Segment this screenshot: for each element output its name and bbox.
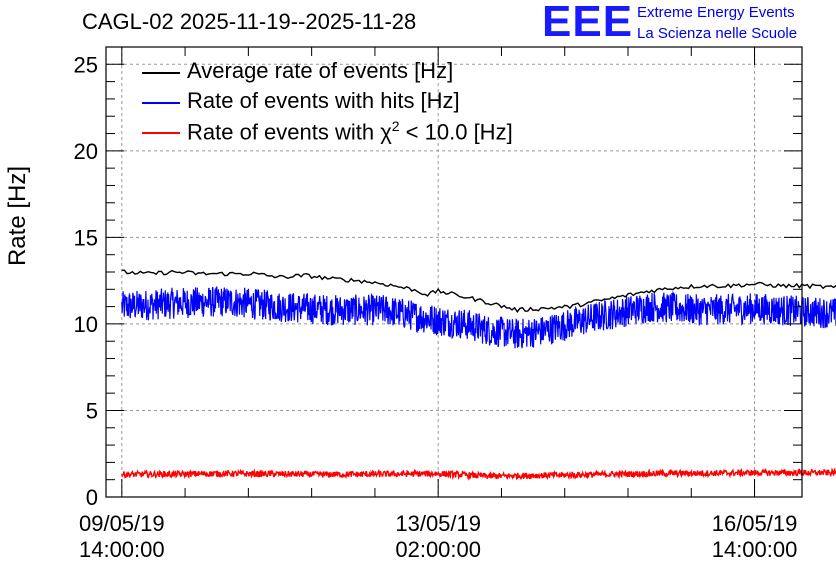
series-line-0 (121, 269, 836, 313)
y-tick-label: 25 (74, 52, 98, 77)
x-tick-label-date: 09/05/19 (79, 511, 165, 536)
legend-item-chi2: Rate of events with χ2 < 10.0 [Hz] (142, 118, 602, 148)
y-tick-label: 15 (74, 225, 98, 250)
eee-logo: EEE (542, 0, 634, 46)
y-axis-label-wrap: Rate [Hz] (4, 166, 34, 286)
legend-item-hits: Rate of events with hits [Hz] (142, 88, 602, 118)
legend-swatch-chi2 (142, 132, 180, 134)
y-tick-label: 5 (86, 398, 98, 423)
series-layer (121, 269, 836, 481)
logo-line-1: Extreme Energy Events (637, 4, 795, 21)
legend-label-chi2-suffix: < 10.0 [Hz] (399, 119, 513, 145)
legend-label-chi2-sup: 2 (391, 118, 400, 134)
legend-swatch-hits (142, 102, 180, 104)
series-line-2 (121, 467, 836, 481)
axes: 051015202509/05/1914:00:0013/05/1902:00:… (74, 46, 802, 562)
series-line-1 (121, 286, 836, 349)
legend-label-hits: Rate of events with hits [Hz] (187, 88, 460, 113)
x-tick-label-time: 02:00:00 (395, 537, 481, 562)
chart-title: CAGL-02 2025-11-19--2025-11-28 (82, 9, 417, 34)
legend-swatch-average (142, 72, 180, 74)
y-axis-label: Rate [Hz] (4, 166, 31, 267)
logo-line-2: La Scienza nelle Scuole (637, 25, 798, 42)
x-tick-label-time: 14:00:00 (712, 537, 798, 562)
x-tick-label-date: 13/05/19 (395, 511, 481, 536)
x-tick-label-date: 16/05/19 (712, 511, 798, 536)
y-tick-label: 0 (86, 485, 98, 510)
x-tick-label-time: 14:00:00 (79, 537, 165, 562)
legend-item-average: Average rate of events [Hz] (142, 58, 602, 88)
y-tick-label: 10 (74, 312, 98, 337)
legend-label-chi2-prefix: Rate of events with χ (187, 119, 392, 145)
y-tick-label: 20 (74, 139, 98, 164)
legend-label-average: Average rate of events [Hz] (187, 58, 454, 83)
legend-label-chi2: Rate of events with χ2 < 10.0 [Hz] (187, 118, 513, 145)
